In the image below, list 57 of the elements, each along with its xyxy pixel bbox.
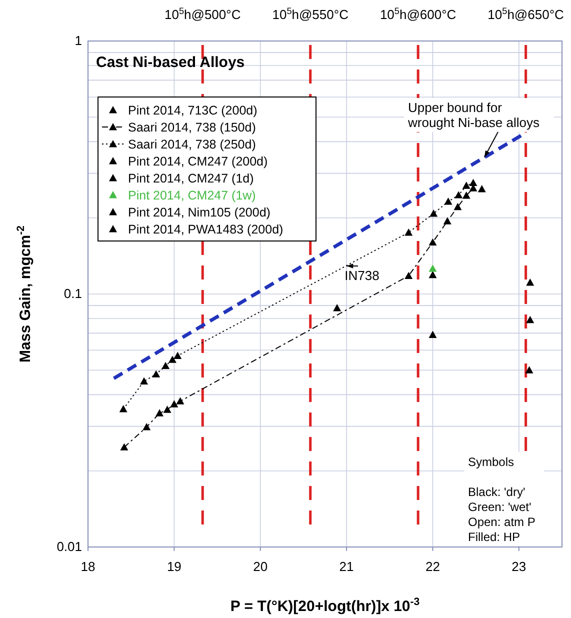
x-tick-label: 20 — [253, 559, 268, 574]
legend-label: Pint 2014, Nim105 (200d) — [128, 206, 270, 220]
point — [428, 238, 437, 246]
ref-line-label: 10$^{5}$h@500°C — [164, 6, 241, 22]
annotation: IN738 — [344, 268, 380, 283]
x-tick-label: 19 — [166, 559, 182, 574]
x-tick-label: 21 — [339, 559, 354, 574]
point — [454, 202, 462, 210]
point — [119, 405, 128, 412]
point — [428, 270, 437, 278]
legend-label: Pint 2014, 713C (200d) — [128, 104, 258, 118]
point — [404, 272, 413, 280]
point — [162, 362, 170, 370]
point — [168, 356, 176, 363]
point — [152, 370, 160, 378]
legend-label: Saari 2014, 738 (150d) — [128, 120, 256, 134]
point — [526, 316, 534, 324]
legend-label: Pint 2014, PWA1483 (200d) — [128, 222, 284, 236]
text: Cast Ni-based Alloys — [96, 54, 245, 71]
ref-line-label: 10$^{5}$h@550°C — [272, 6, 348, 22]
legend-label: Pint 2014, CM247 (1d) — [128, 172, 254, 186]
x-tick-label: 22 — [425, 559, 440, 574]
point — [430, 210, 438, 217]
point — [170, 400, 178, 408]
x-tick-label: 23 — [512, 559, 526, 574]
point — [333, 304, 342, 312]
x-tick-label: 18 — [80, 559, 96, 574]
point — [462, 192, 470, 199]
point — [163, 406, 172, 413]
y-tick-label: 1 — [74, 33, 82, 48]
point — [120, 443, 128, 450]
y-tick-label: 0.1 — [64, 286, 82, 301]
point — [142, 423, 151, 430]
point — [478, 185, 486, 192]
point — [140, 377, 148, 384]
point — [469, 178, 478, 186]
point — [443, 217, 452, 224]
point — [526, 278, 534, 286]
legend-label: Saari 2014, 738 (250d) — [128, 138, 256, 152]
annotation: Upper bound for wrought Ni-base alloys — [407, 100, 540, 130]
x-axis-title: P = T(°K)[20+logt(hr)]x 10$^{-3}$ — [230, 596, 420, 615]
point — [454, 191, 463, 198]
y-tick-label: 0.01 — [56, 539, 82, 554]
point — [428, 330, 437, 338]
text: Symbols Black: 'dry' Green: 'wet' Open: atm P Filled: HP — [468, 455, 536, 544]
ref-line-label: 10$^{5}$h@650°C — [488, 6, 564, 22]
point — [462, 182, 470, 189]
point — [404, 228, 413, 236]
point — [174, 352, 182, 359]
point — [156, 409, 164, 416]
point — [525, 366, 534, 374]
legend-label: Pint 2014, CM247 (1w) — [128, 188, 256, 202]
point — [444, 198, 452, 205]
point — [176, 397, 184, 404]
legend-label: Pint 2014, CM247 (200d) — [128, 154, 268, 168]
ref-line-label: 10$^{5}$h@600°C — [380, 6, 456, 22]
point — [428, 264, 437, 272]
